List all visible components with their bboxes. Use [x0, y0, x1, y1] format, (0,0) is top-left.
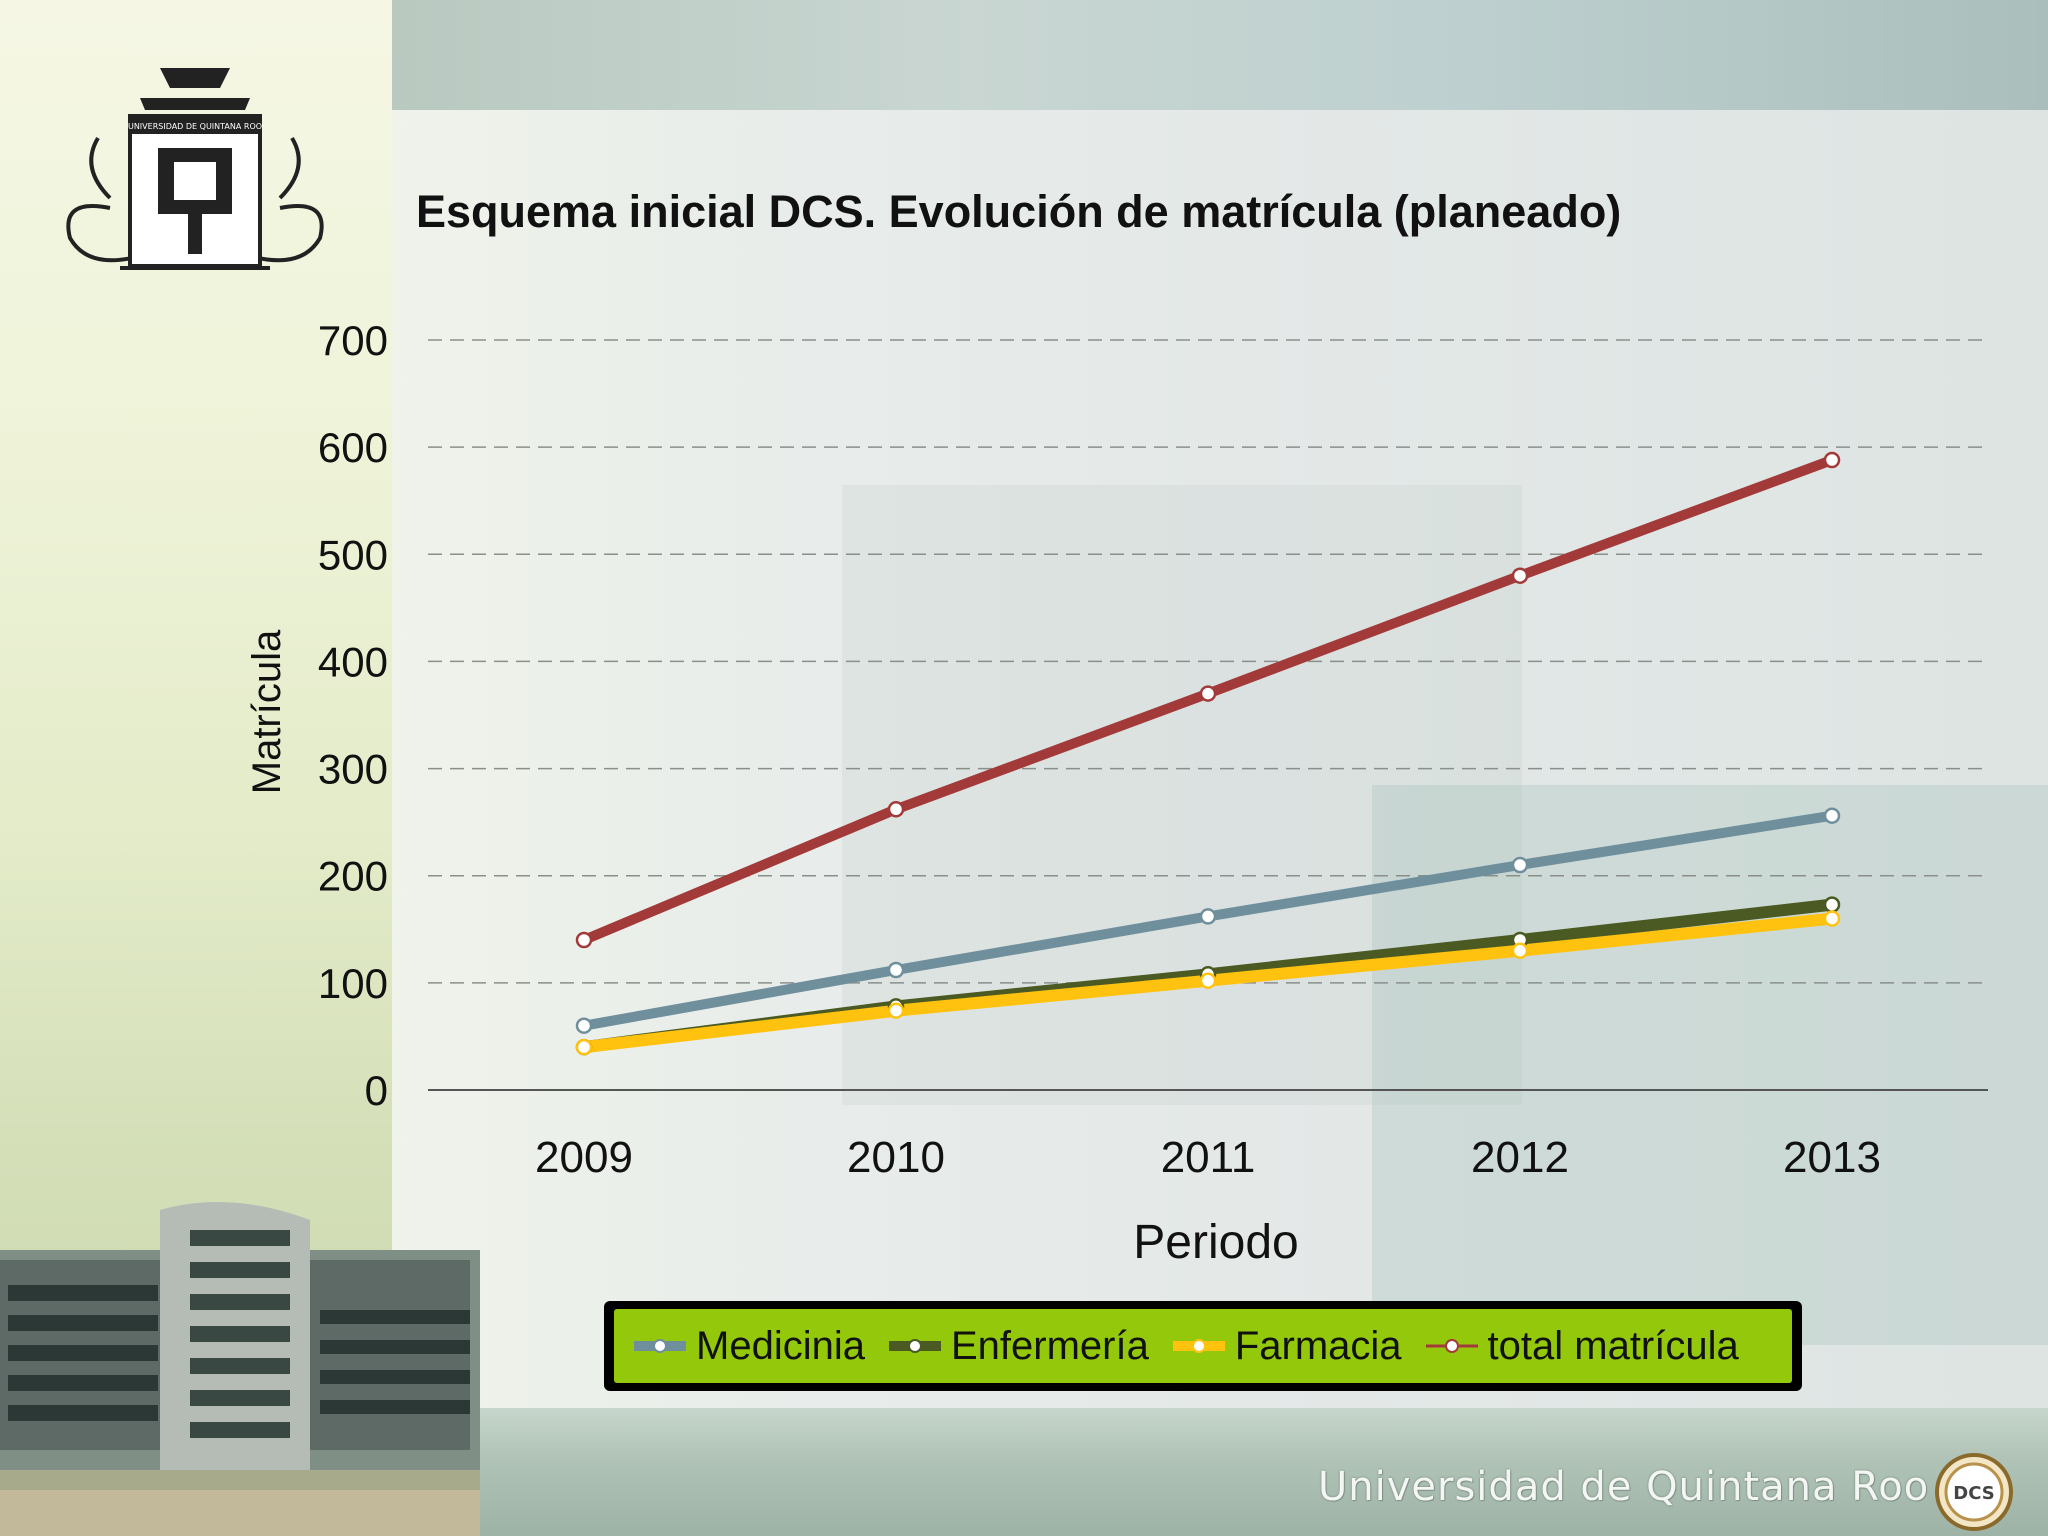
- legend-label: Enfermería: [950, 1323, 1149, 1368]
- chart-title: Esquema inicial DCS. Evolución de matríc…: [416, 186, 1622, 237]
- data-point: [887, 801, 905, 818]
- data-point: [887, 961, 905, 979]
- y-tick-label: 100: [318, 960, 388, 1007]
- background-bottom-band: [392, 1408, 2048, 1536]
- data-point: [1511, 567, 1529, 584]
- chart-legend: Medicinia Enfermería Farmacia total matrícu…: [604, 1301, 1802, 1391]
- data-point: [1823, 451, 1841, 469]
- legend-item: Medicinia: [632, 1324, 865, 1369]
- data-point: [1823, 807, 1841, 824]
- chart-area: 0 100 200 300 400 500 600 700 2009 2010 2011 2012 20…: [245, 317, 1988, 1269]
- data-point: [1511, 942, 1529, 959]
- y-tick-label: 600: [318, 424, 388, 471]
- x-tick-label: 2011: [1161, 1133, 1256, 1182]
- data-point: [1199, 972, 1217, 989]
- data-point: [1823, 896, 1841, 913]
- x-tick-label: 2013: [1783, 1133, 1881, 1182]
- x-axis-title: Periodo: [1133, 1216, 1298, 1269]
- building-photo: [0, 1202, 480, 1536]
- dcs-seal-logo: DCS: [1935, 1453, 2013, 1531]
- data-point: [1199, 908, 1217, 925]
- y-axis-title: Matrícula: [245, 629, 289, 794]
- legend-swatch: [888, 1339, 941, 1353]
- data-point: [1823, 910, 1841, 927]
- legend-swatch: [634, 1339, 686, 1353]
- legend-swatch: [1172, 1339, 1225, 1353]
- data-point: [887, 1002, 905, 1019]
- legend-label: Farmacia: [1234, 1323, 1402, 1368]
- legend-label: total matrícula: [1487, 1323, 1739, 1368]
- data-point: [575, 1038, 593, 1056]
- y-tick-label: 700: [318, 317, 388, 364]
- legend-item: total matrícula: [1424, 1324, 1739, 1369]
- background-block: [1372, 785, 2048, 1345]
- legend-swatch: [1425, 1339, 1478, 1353]
- footer-university-name: Universidad de Quintana Roo: [1318, 1464, 1930, 1510]
- x-tick-label: 2010: [847, 1133, 945, 1182]
- y-tick-label: 0: [365, 1067, 388, 1114]
- data-point: [575, 1017, 593, 1034]
- data-point: [1511, 856, 1529, 874]
- x-tick-label: 2012: [1471, 1133, 1569, 1182]
- data-point: [1199, 685, 1217, 702]
- legend-label: Medicinia: [696, 1323, 865, 1368]
- y-tick-label: 200: [318, 853, 388, 900]
- legend-item: Enfermería: [887, 1324, 1149, 1369]
- university-seal-logo: UNIVERSIDAD DE QUINTANA ROO: [66, 68, 324, 270]
- x-tick-label: 2009: [535, 1133, 633, 1182]
- data-point: [575, 931, 593, 949]
- y-tick-label: 300: [318, 746, 388, 793]
- y-tick-label: 400: [318, 638, 388, 685]
- seal-text: UNIVERSIDAD DE QUINTANA ROO: [128, 122, 262, 131]
- dcs-seal-text: DCS: [1953, 1483, 1994, 1504]
- legend-item: Farmacia: [1171, 1324, 1402, 1369]
- y-tick-label: 500: [318, 531, 388, 578]
- background-top-band: [392, 0, 2048, 110]
